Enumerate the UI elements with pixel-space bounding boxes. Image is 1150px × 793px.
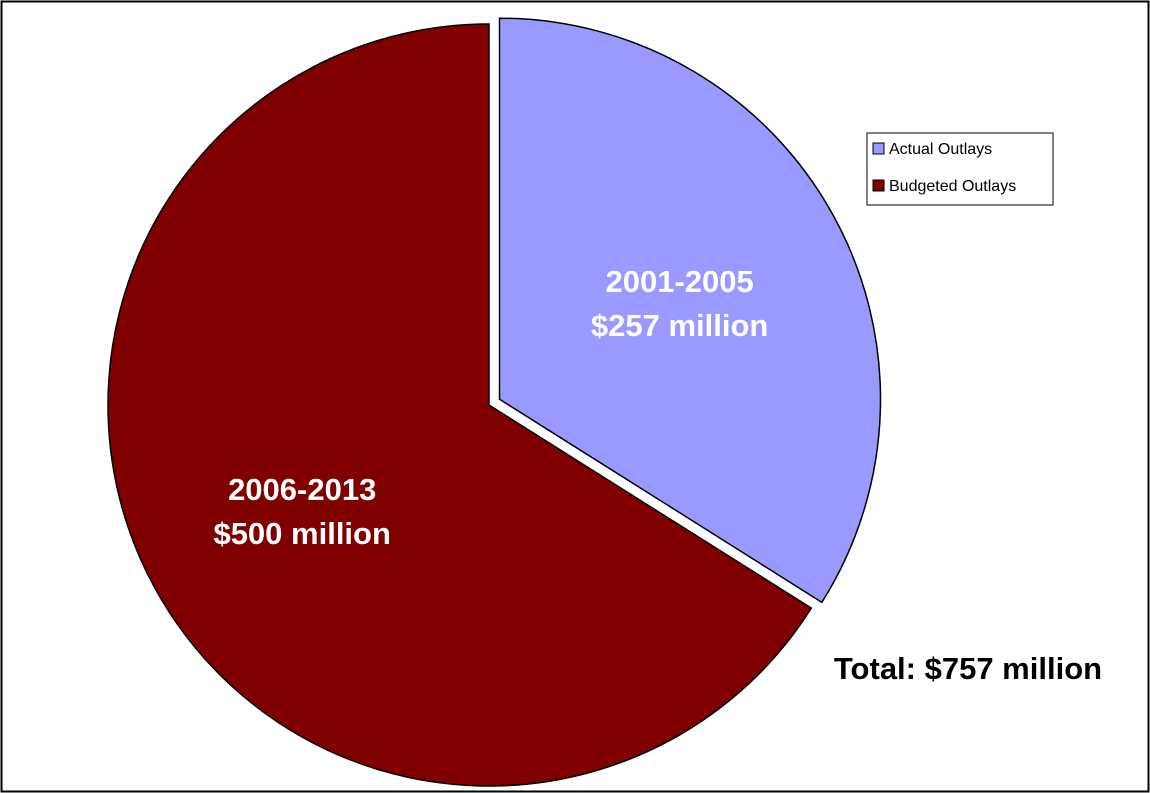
legend-box bbox=[866, 132, 1054, 206]
pie-slice-actual-outlays bbox=[498, 17, 882, 604]
slice-period-label: 2006-2013 bbox=[228, 472, 376, 507]
slice-labels: 2001-2005 $257 million 2006-2013 $500 milli… bbox=[213, 264, 768, 551]
legend-swatch-actual bbox=[872, 142, 885, 155]
pie-slice-budgeted-outlays bbox=[107, 23, 813, 787]
slice-period-label: 2001-2005 bbox=[606, 264, 754, 299]
slice-amount-label: $257 million bbox=[591, 308, 768, 343]
slice-amount-label: $500 million bbox=[213, 516, 390, 551]
legend-swatch-budgeted bbox=[872, 179, 885, 192]
pie-slices bbox=[107, 17, 882, 787]
legend: Actual Outlays Budgeted Outlays bbox=[866, 132, 1054, 206]
total-annotation: Total: $757 million bbox=[834, 651, 1102, 686]
legend-label-actual: Actual Outlays bbox=[889, 141, 992, 158]
legend-label-budgeted: Budgeted Outlays bbox=[889, 178, 1016, 195]
